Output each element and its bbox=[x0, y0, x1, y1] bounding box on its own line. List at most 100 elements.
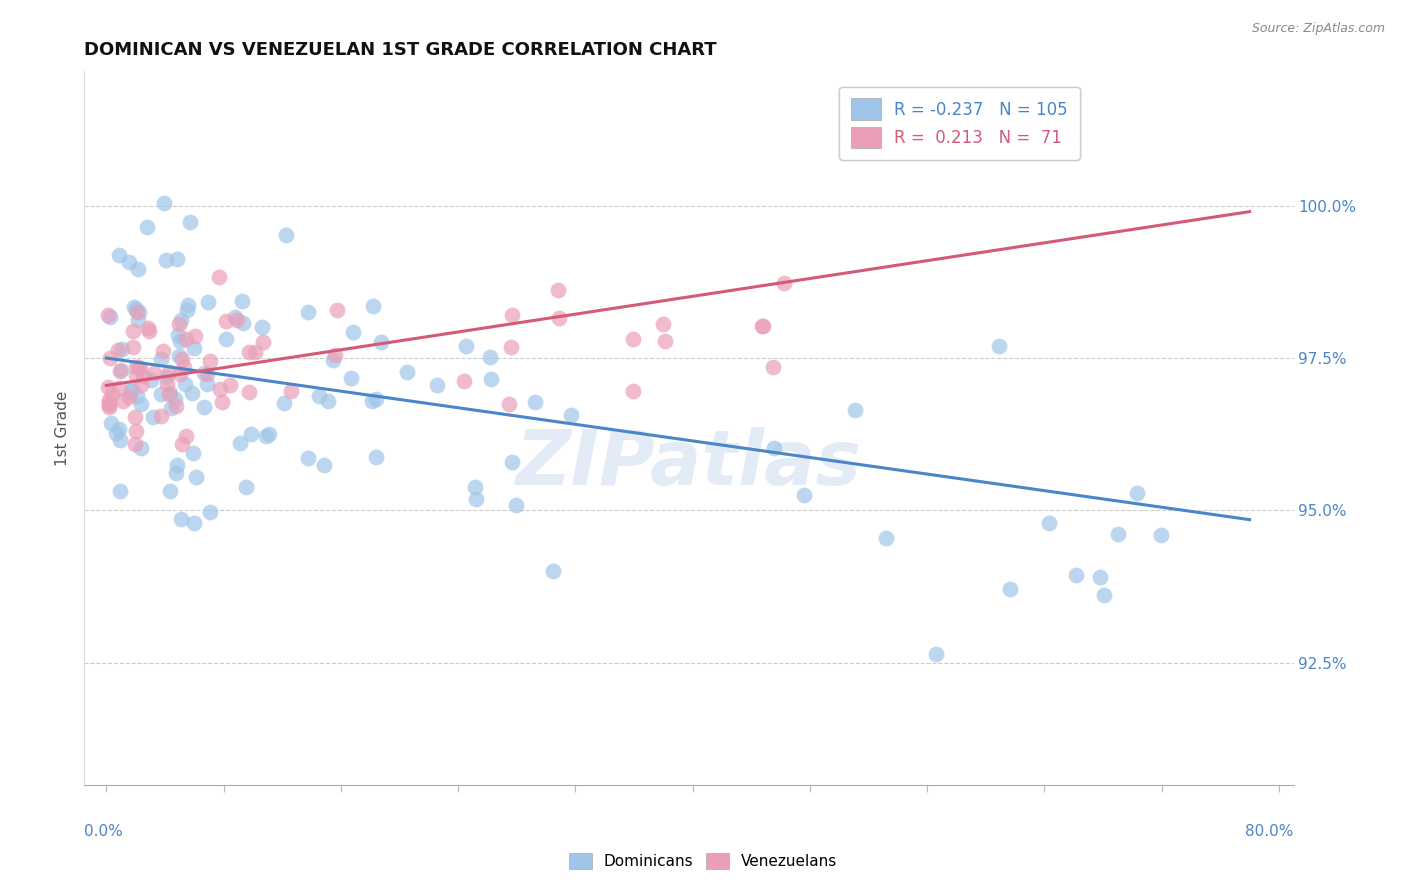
Point bbox=[183, 516, 205, 530]
Point bbox=[121, 382, 143, 396]
Point bbox=[135, 220, 157, 235]
Point bbox=[198, 505, 221, 519]
Point bbox=[193, 366, 215, 380]
Point bbox=[170, 436, 193, 450]
Point bbox=[121, 324, 143, 338]
Point bbox=[326, 302, 349, 317]
Point bbox=[751, 319, 773, 334]
Point bbox=[1150, 527, 1173, 541]
Point bbox=[364, 450, 387, 465]
Text: ZIPatlas: ZIPatlas bbox=[516, 427, 862, 500]
Point bbox=[280, 384, 302, 398]
Point bbox=[1126, 486, 1149, 500]
Point bbox=[124, 301, 146, 316]
Point bbox=[156, 376, 179, 391]
Point bbox=[364, 392, 387, 406]
Point bbox=[157, 365, 180, 379]
Point bbox=[361, 299, 384, 313]
Point bbox=[107, 422, 129, 436]
Point bbox=[396, 365, 419, 379]
Point bbox=[118, 255, 141, 269]
Point bbox=[98, 398, 121, 412]
Point bbox=[118, 391, 141, 405]
Text: DOMINICAN VS VENEZUELAN 1ST GRADE CORRELATION CHART: DOMINICAN VS VENEZUELAN 1ST GRADE CORREL… bbox=[84, 41, 717, 59]
Point bbox=[498, 397, 520, 411]
Point bbox=[229, 435, 252, 450]
Point bbox=[193, 401, 215, 415]
Point bbox=[129, 361, 152, 376]
Point bbox=[224, 310, 246, 325]
Legend: R = -0.237   N = 105, R =  0.213   N =  71: R = -0.237 N = 105, R = 0.213 N = 71 bbox=[839, 87, 1080, 160]
Point bbox=[177, 297, 200, 311]
Point bbox=[176, 332, 198, 346]
Point bbox=[124, 437, 146, 451]
Point bbox=[127, 312, 149, 326]
Point bbox=[125, 424, 148, 438]
Point bbox=[453, 374, 475, 388]
Point bbox=[100, 387, 122, 401]
Point bbox=[751, 318, 773, 333]
Text: 80.0%: 80.0% bbox=[1246, 824, 1294, 839]
Point bbox=[163, 392, 186, 406]
Text: Source: ZipAtlas.com: Source: ZipAtlas.com bbox=[1251, 22, 1385, 36]
Point bbox=[987, 339, 1010, 353]
Point bbox=[339, 371, 361, 385]
Point bbox=[127, 389, 149, 403]
Point bbox=[197, 294, 219, 309]
Point bbox=[97, 380, 120, 394]
Point bbox=[155, 369, 177, 384]
Point bbox=[98, 351, 121, 365]
Point bbox=[654, 334, 676, 349]
Point bbox=[132, 368, 155, 383]
Point bbox=[97, 400, 120, 414]
Point bbox=[257, 427, 280, 442]
Point bbox=[152, 196, 174, 211]
Point bbox=[176, 302, 198, 317]
Point bbox=[108, 248, 131, 262]
Point bbox=[97, 308, 120, 322]
Point bbox=[323, 348, 346, 362]
Point bbox=[523, 395, 546, 409]
Point bbox=[314, 458, 336, 472]
Point bbox=[1064, 568, 1087, 582]
Point bbox=[762, 359, 785, 374]
Point bbox=[112, 393, 135, 408]
Point bbox=[159, 386, 181, 401]
Point bbox=[129, 397, 152, 411]
Point bbox=[169, 317, 191, 331]
Point bbox=[138, 324, 160, 338]
Point bbox=[172, 351, 194, 366]
Point bbox=[235, 480, 257, 494]
Text: 0.0%: 0.0% bbox=[84, 824, 124, 839]
Point bbox=[254, 428, 277, 442]
Point bbox=[1094, 588, 1116, 602]
Point bbox=[198, 353, 221, 368]
Point bbox=[215, 314, 238, 328]
Point bbox=[240, 427, 263, 442]
Point bbox=[342, 326, 364, 340]
Point bbox=[297, 305, 319, 319]
Point bbox=[505, 499, 527, 513]
Point bbox=[129, 441, 152, 455]
Point bbox=[763, 441, 786, 455]
Point bbox=[195, 367, 218, 381]
Point bbox=[548, 310, 571, 325]
Point bbox=[370, 334, 392, 349]
Point bbox=[1038, 516, 1060, 531]
Point bbox=[98, 396, 121, 410]
Point bbox=[231, 294, 253, 309]
Point bbox=[464, 480, 486, 494]
Point bbox=[478, 351, 501, 365]
Point bbox=[1090, 570, 1112, 584]
Point bbox=[167, 349, 190, 363]
Point bbox=[1107, 527, 1129, 541]
Point bbox=[166, 458, 188, 472]
Point bbox=[238, 345, 260, 359]
Point bbox=[179, 214, 201, 228]
Point bbox=[150, 387, 173, 401]
Point bbox=[124, 410, 146, 425]
Point bbox=[108, 364, 131, 378]
Point bbox=[170, 512, 193, 526]
Point bbox=[1000, 582, 1022, 597]
Point bbox=[150, 351, 173, 366]
